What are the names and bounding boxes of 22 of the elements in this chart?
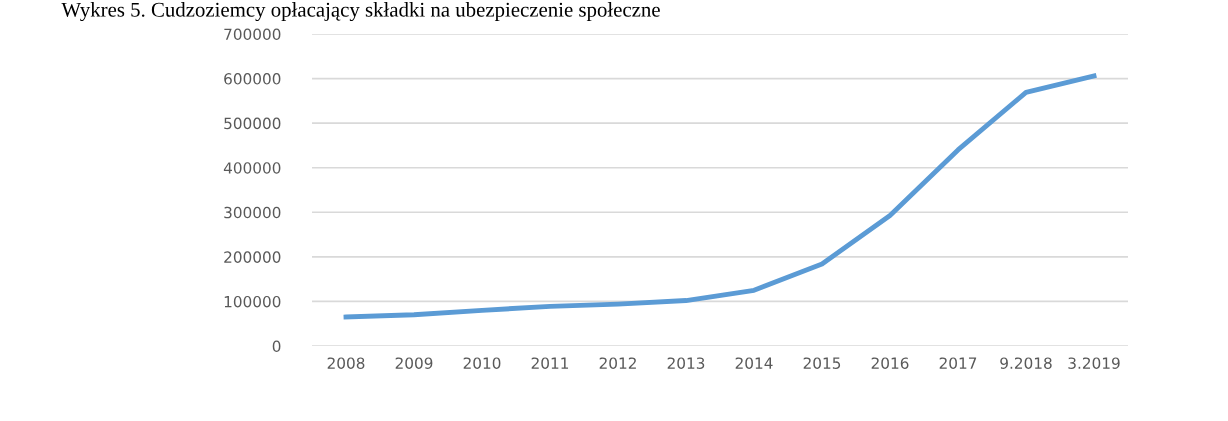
y-tick-label: 700000 — [224, 28, 281, 41]
x-tick-label: 2010 — [463, 357, 501, 369]
x-tick-label: 9.2018 — [1000, 357, 1052, 369]
x-tick-label: 2009 — [395, 357, 433, 369]
x-tick-label: 2012 — [599, 357, 636, 369]
x-tick-label: 2017 — [939, 357, 977, 369]
y-tick-label: 400000 — [223, 162, 281, 174]
x-tick-label: 2013 — [667, 357, 705, 369]
y-tick-label: 600000 — [224, 73, 281, 85]
x-tick-label: 2015 — [803, 357, 841, 369]
y-tick-label: 300000 — [224, 206, 281, 219]
chart-title: Wykres 5. Cudzoziemcy opłacający składki na ubezpieczenie społeczne — [61, 2, 660, 22]
x-tick-label: 2014 — [735, 357, 773, 369]
y-tick-label: 200000 — [224, 251, 281, 263]
x-tick-label: 3.2019 — [1068, 357, 1120, 369]
x-tick-label: 2011 — [531, 357, 569, 369]
x-tick-label: 2008 — [327, 357, 365, 369]
y-tick-label: 0 — [272, 340, 281, 353]
line-series — [343, 73, 1097, 320]
y-tick-label: 500000 — [224, 117, 281, 130]
x-tick-label: 2016 — [871, 357, 909, 369]
y-tick-label: 100000 — [224, 295, 281, 308]
